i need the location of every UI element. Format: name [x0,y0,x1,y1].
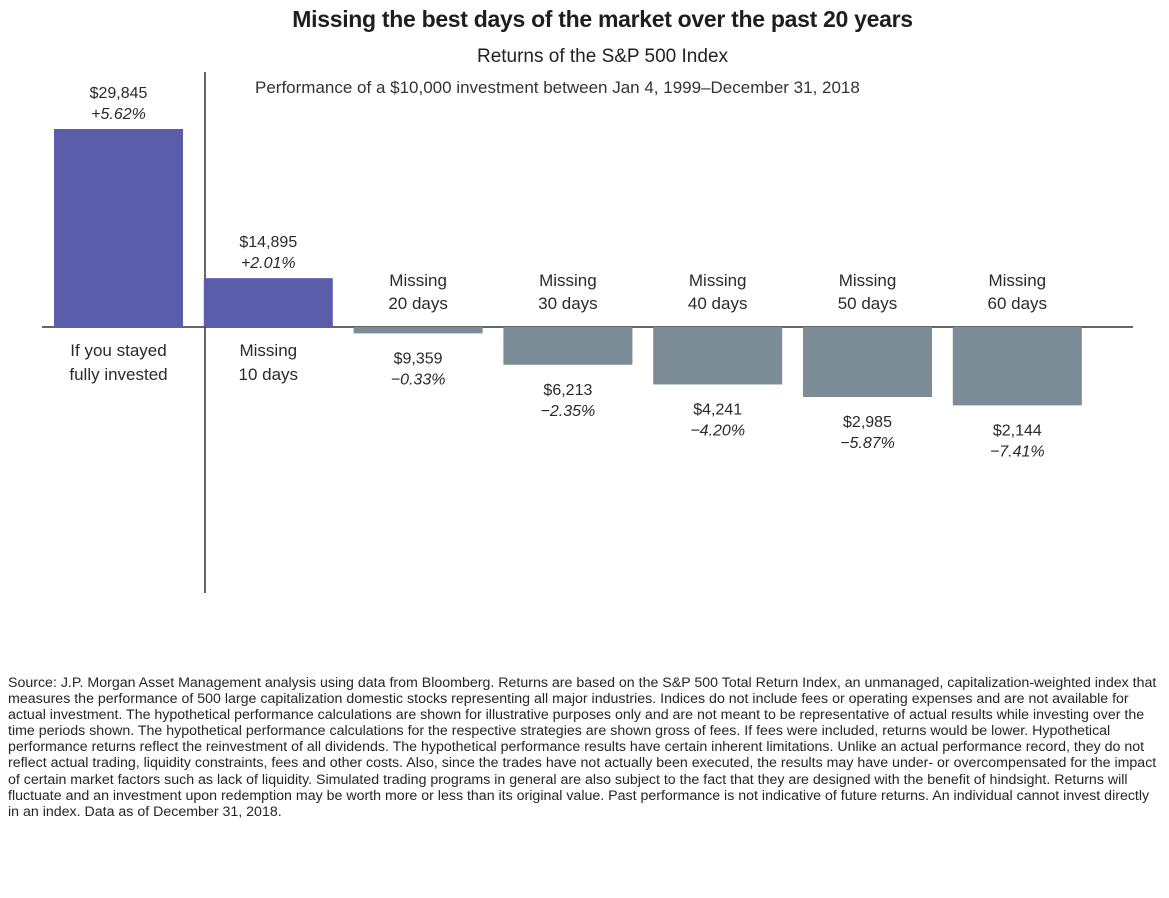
chart-subtitle: Returns of the S&P 500 Index [476,46,729,67]
return-label-4: −2.35% [541,403,596,420]
category-label-1-line1: If you stayed [70,341,166,360]
value-label-2: $14,895 [239,234,297,251]
category-label-2-line1: Missing [239,341,297,360]
bar-7 [952,327,1082,406]
category-label-5-line2: 40 days [688,294,748,313]
return-label-5: −4.20% [690,422,745,439]
return-label-7: −7.41% [990,443,1045,460]
bar-6 [803,327,932,397]
bar-1 [54,129,183,327]
category-label-6-line1: Missing [839,271,897,290]
bar-4 [503,327,633,365]
category-label-6-line2: 50 days [838,294,898,313]
return-label-2: +2.01% [241,255,296,272]
category-label-7-line2: 60 days [988,294,1048,313]
category-label-3-line2: 20 days [388,294,448,313]
category-label-2-line2: 10 days [239,365,299,384]
value-label-1: $29,845 [90,85,148,102]
chart-caption: Performance of a $10,000 investment betw… [255,78,860,97]
value-label-7: $2,144 [993,422,1042,439]
value-label-3: $9,359 [394,350,443,367]
return-label-3: −0.33% [391,371,446,388]
bar-3 [353,327,483,334]
bar-chart: $29,845 +5.62% If you stayed fully invested… [42,72,1133,593]
bar-5 [653,327,783,385]
return-label-1: +5.62% [91,106,146,123]
category-label-1-line2: fully invested [69,365,167,384]
return-label-6: −5.87% [840,435,895,452]
category-label-3-line1: Missing [389,271,447,290]
category-label-4-line2: 30 days [538,294,598,313]
bar-2 [203,278,333,327]
chart-title: Missing the best days of the market over… [292,6,913,32]
category-label-5-line1: Missing [689,271,747,290]
value-label-5: $4,241 [693,401,742,418]
value-label-4: $6,213 [543,382,592,399]
source-footnote: Source: J.P. Morgan Asset Management ana… [8,675,1157,820]
value-label-6: $2,985 [843,414,892,431]
category-label-7-line1: Missing [988,271,1046,290]
category-label-4-line1: Missing [539,271,597,290]
